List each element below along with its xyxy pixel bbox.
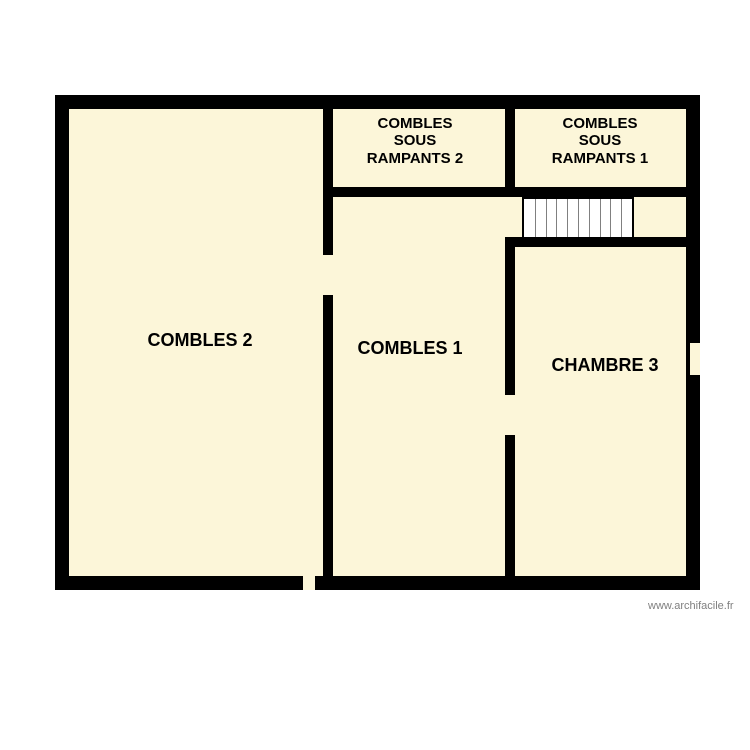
door-gap-v1 xyxy=(323,255,333,295)
outer-wall-top xyxy=(55,95,700,109)
wall-h1 xyxy=(331,187,688,197)
label-csr1: COMBLES SOUS RAMPANTS 1 xyxy=(520,115,680,167)
outer-wall-bottom xyxy=(55,576,700,590)
label-chambre3: CHAMBRE 3 xyxy=(525,355,685,376)
outer-wall-left xyxy=(55,95,69,590)
attribution-link[interactable]: www.archifacile.fr xyxy=(648,600,734,612)
label-csr2: COMBLES SOUS RAMPANTS 2 xyxy=(335,115,495,167)
label-combles2: COMBLES 2 xyxy=(120,330,280,351)
door-gap-right xyxy=(690,343,700,375)
stairs xyxy=(522,197,634,239)
wall-v2-upper xyxy=(505,107,515,195)
door-gap-v2 xyxy=(505,395,515,435)
label-combles1: COMBLES 1 xyxy=(330,338,490,359)
door-gap-bottom xyxy=(303,576,315,590)
